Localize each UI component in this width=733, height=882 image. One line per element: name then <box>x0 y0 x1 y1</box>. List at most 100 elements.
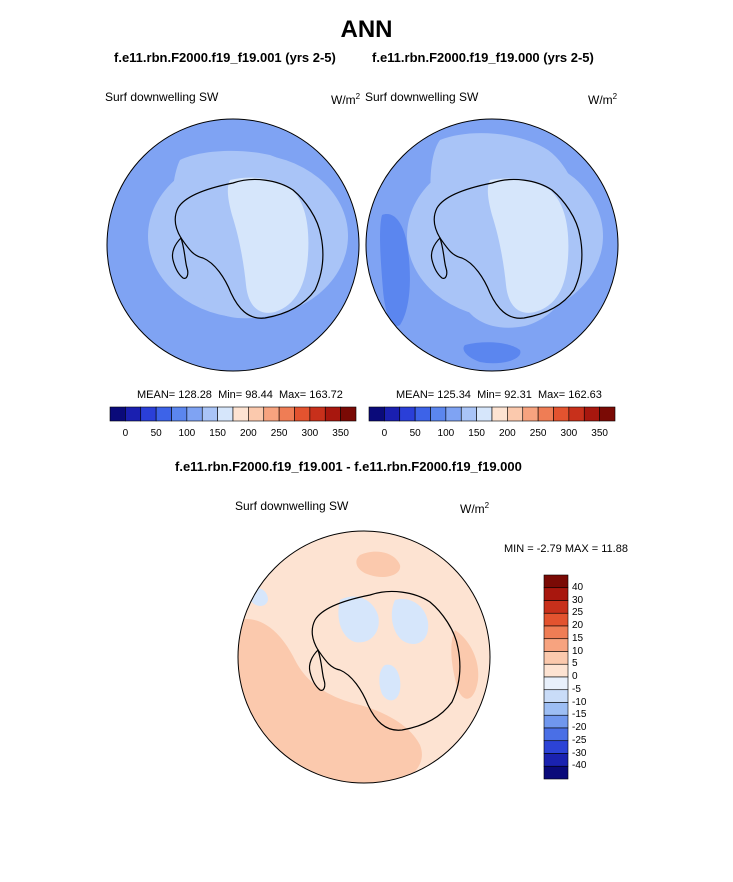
left-colorbar-tick-label: 300 <box>301 428 319 439</box>
right-colorbar-swatch <box>599 406 616 422</box>
left-colorbar-swatch <box>232 406 249 422</box>
diff-colorbar-swatch <box>543 714 569 729</box>
right-variable-label: Surf downwelling SW <box>365 90 479 104</box>
right-colorbar-tick-label: 150 <box>468 428 485 439</box>
right-colorbar-swatch <box>460 406 477 422</box>
figure-title: ANN <box>340 16 393 43</box>
diff-colorbar-swatch <box>543 765 569 780</box>
diff-stats: MIN = -2.79 MAX = 11.88 <box>504 543 628 555</box>
diff-colorbar-swatch <box>543 587 569 601</box>
right-map-low-patch-west <box>380 214 410 326</box>
right-colorbar-swatch <box>553 406 570 422</box>
diff-colorbar-swatch <box>543 753 569 767</box>
diff-map-warm-patch-west <box>238 619 422 783</box>
diff-colorbar-tick-label: -25 <box>572 734 587 746</box>
diff-colorbar-swatch <box>543 638 569 652</box>
diff-colorbar-tick-label: -15 <box>572 709 587 721</box>
diff-colorbar-swatch <box>543 676 569 691</box>
diff-map-border <box>237 530 491 784</box>
left-colorbar-swatch <box>109 406 126 422</box>
left-colorbar-swatch <box>171 406 188 422</box>
left-colorbar-tick-label: 150 <box>209 428 226 439</box>
diff-colorbar-swatch <box>543 740 569 754</box>
diff-colorbar-tick-label: 40 <box>572 581 584 593</box>
left-colorbar-swatch <box>340 406 357 422</box>
left-colorbar-tick-label: 100 <box>178 428 196 439</box>
right-map-low-patch-south <box>463 342 521 364</box>
right-colorbar-tick-label: 0 <box>381 428 388 439</box>
left-colorbar-swatch <box>309 406 326 422</box>
right-stats: MEAN= 125.34 Min= 92.31 Max= 162.63 <box>396 389 602 401</box>
diff-colorbar-tick-label: -40 <box>572 760 587 772</box>
right-colorbar-swatch <box>568 406 585 422</box>
left-variable-label: Surf downwelling SW <box>105 90 219 104</box>
left-colorbar-swatch <box>186 406 203 422</box>
diff-colorbar-swatch <box>543 702 569 716</box>
right-colorbar <box>368 406 616 422</box>
diff-colorbar <box>543 574 569 780</box>
right-colorbar-tick-label: 300 <box>560 428 578 439</box>
diff-colorbar-swatch <box>543 625 569 640</box>
right-colorbar-tick-label: 100 <box>437 428 455 439</box>
diff-colorbar-swatch <box>543 612 569 627</box>
diff-map-warm-patch-north <box>356 551 401 577</box>
left-units: W/m2 <box>331 92 361 107</box>
right-units: W/m2 <box>588 92 618 107</box>
right-colorbar-swatch <box>384 406 401 422</box>
right-colorbar-swatch <box>537 406 554 422</box>
difference-title: f.e11.rbn.F2000.f19_f19.001 - f.e11.rbn.… <box>175 459 522 474</box>
left-colorbar-swatch <box>217 406 234 422</box>
diff-colorbar-swatch <box>543 574 569 589</box>
right-colorbar-swatch <box>583 406 600 422</box>
right-map-border <box>365 118 619 372</box>
left-colorbar-swatch <box>125 406 142 422</box>
left-colorbar-swatch <box>201 406 218 422</box>
right-case-title: f.e11.rbn.F2000.f19_f19.000 (yrs 2-5) <box>372 50 594 65</box>
right-colorbar-swatch <box>399 406 416 422</box>
diff-map <box>237 530 491 784</box>
left-case-title: f.e11.rbn.F2000.f19_f19.001 (yrs 2-5) <box>114 50 336 65</box>
left-colorbar-tick-label: 350 <box>332 428 349 439</box>
diff-map-cool-patch-1 <box>338 596 379 643</box>
diff-map-cool-patch-3 <box>379 664 401 701</box>
right-colorbar-swatch <box>476 406 493 422</box>
right-colorbar-tick-label: 250 <box>529 428 547 439</box>
right-map <box>365 118 619 372</box>
right-colorbar-swatch <box>491 406 508 422</box>
left-colorbar-swatch <box>155 406 172 422</box>
diff-colorbar-tick-label: 30 <box>572 594 584 606</box>
diff-units: W/m2 <box>460 501 490 516</box>
left-colorbar-swatch <box>248 406 265 422</box>
diff-colorbar-tick-label: 10 <box>572 645 584 657</box>
right-colorbar-tick-label: 50 <box>409 428 421 439</box>
left-colorbar-tick-label: 250 <box>270 428 288 439</box>
right-colorbar-swatch <box>522 406 539 422</box>
right-colorbar-swatch <box>368 406 385 422</box>
diff-colorbar-swatch <box>543 651 569 665</box>
left-stats: MEAN= 128.28 Min= 98.44 Max= 163.72 <box>137 389 343 401</box>
left-colorbar-tick-label: 50 <box>150 428 162 439</box>
diff-colorbar-tick-label: -30 <box>572 747 587 759</box>
left-map-border <box>106 118 360 372</box>
right-colorbar-swatch <box>414 406 431 422</box>
left-map-interior <box>227 177 309 313</box>
diff-colorbar-tick-label: 20 <box>572 620 584 631</box>
diff-colorbar-swatch <box>543 689 569 703</box>
left-colorbar-swatch <box>140 406 157 422</box>
diff-map-cool-patch-2 <box>391 599 429 644</box>
diff-colorbar-tick-label: 15 <box>572 632 584 644</box>
right-colorbar-swatch <box>507 406 524 422</box>
diff-colorbar-swatch <box>543 727 569 742</box>
diff-colorbar-tick-label: -5 <box>572 683 581 695</box>
right-colorbar-tick-label: 200 <box>499 428 516 439</box>
diff-colorbar-tick-label: 25 <box>572 607 584 619</box>
diff-colorbar-swatch <box>543 663 569 678</box>
left-colorbar-tick-label: 200 <box>240 428 257 439</box>
left-colorbar-tick-label: 0 <box>122 428 129 439</box>
diff-variable-label: Surf downwelling SW <box>235 499 349 513</box>
left-colorbar-swatch <box>324 406 341 422</box>
diff-colorbar-tick-label: -10 <box>572 696 587 708</box>
right-colorbar-tick-label: 350 <box>591 428 608 439</box>
right-colorbar-swatch <box>430 406 447 422</box>
